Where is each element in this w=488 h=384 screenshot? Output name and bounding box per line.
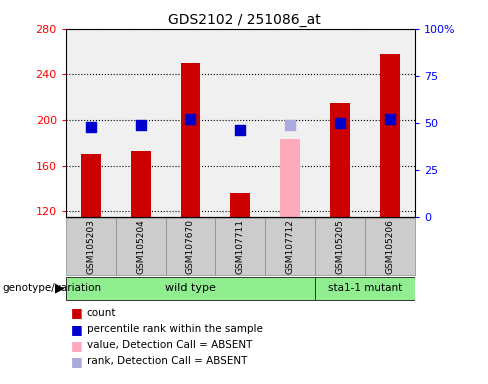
Text: count: count — [87, 308, 116, 318]
Point — [336, 120, 344, 126]
FancyBboxPatch shape — [265, 218, 315, 275]
Point — [137, 122, 144, 128]
Text: GSM105205: GSM105205 — [336, 219, 345, 273]
Point — [386, 116, 394, 122]
Text: ■: ■ — [71, 323, 82, 336]
Text: GDS2102 / 251086_at: GDS2102 / 251086_at — [167, 13, 321, 27]
Text: GSM107712: GSM107712 — [285, 219, 295, 273]
Bar — [230, 193, 250, 217]
FancyBboxPatch shape — [215, 218, 265, 275]
Text: GSM105206: GSM105206 — [386, 219, 394, 273]
Bar — [181, 63, 201, 217]
Bar — [330, 103, 350, 217]
Bar — [280, 139, 300, 217]
Point — [237, 127, 244, 134]
FancyBboxPatch shape — [315, 276, 415, 300]
Point — [87, 124, 95, 130]
Text: GSM105203: GSM105203 — [86, 219, 95, 273]
Bar — [380, 54, 400, 217]
Text: ■: ■ — [71, 306, 82, 319]
Text: rank, Detection Call = ABSENT: rank, Detection Call = ABSENT — [87, 356, 247, 366]
FancyBboxPatch shape — [66, 218, 116, 275]
Text: ▶: ▶ — [55, 282, 64, 295]
FancyBboxPatch shape — [365, 218, 415, 275]
Text: GSM107670: GSM107670 — [186, 218, 195, 274]
FancyBboxPatch shape — [66, 276, 315, 300]
FancyBboxPatch shape — [116, 218, 165, 275]
Text: percentile rank within the sample: percentile rank within the sample — [87, 324, 263, 334]
Text: GSM105204: GSM105204 — [136, 219, 145, 273]
FancyBboxPatch shape — [165, 218, 215, 275]
FancyBboxPatch shape — [315, 218, 365, 275]
Text: GSM107711: GSM107711 — [236, 218, 245, 274]
Bar — [131, 151, 151, 217]
Point — [286, 122, 294, 128]
Text: wild type: wild type — [165, 283, 216, 293]
Text: genotype/variation: genotype/variation — [2, 283, 102, 293]
Point — [186, 116, 194, 122]
Text: sta1-1 mutant: sta1-1 mutant — [328, 283, 402, 293]
Text: ■: ■ — [71, 339, 82, 352]
Text: ■: ■ — [71, 355, 82, 368]
Bar — [81, 154, 101, 217]
Text: value, Detection Call = ABSENT: value, Detection Call = ABSENT — [87, 340, 252, 350]
